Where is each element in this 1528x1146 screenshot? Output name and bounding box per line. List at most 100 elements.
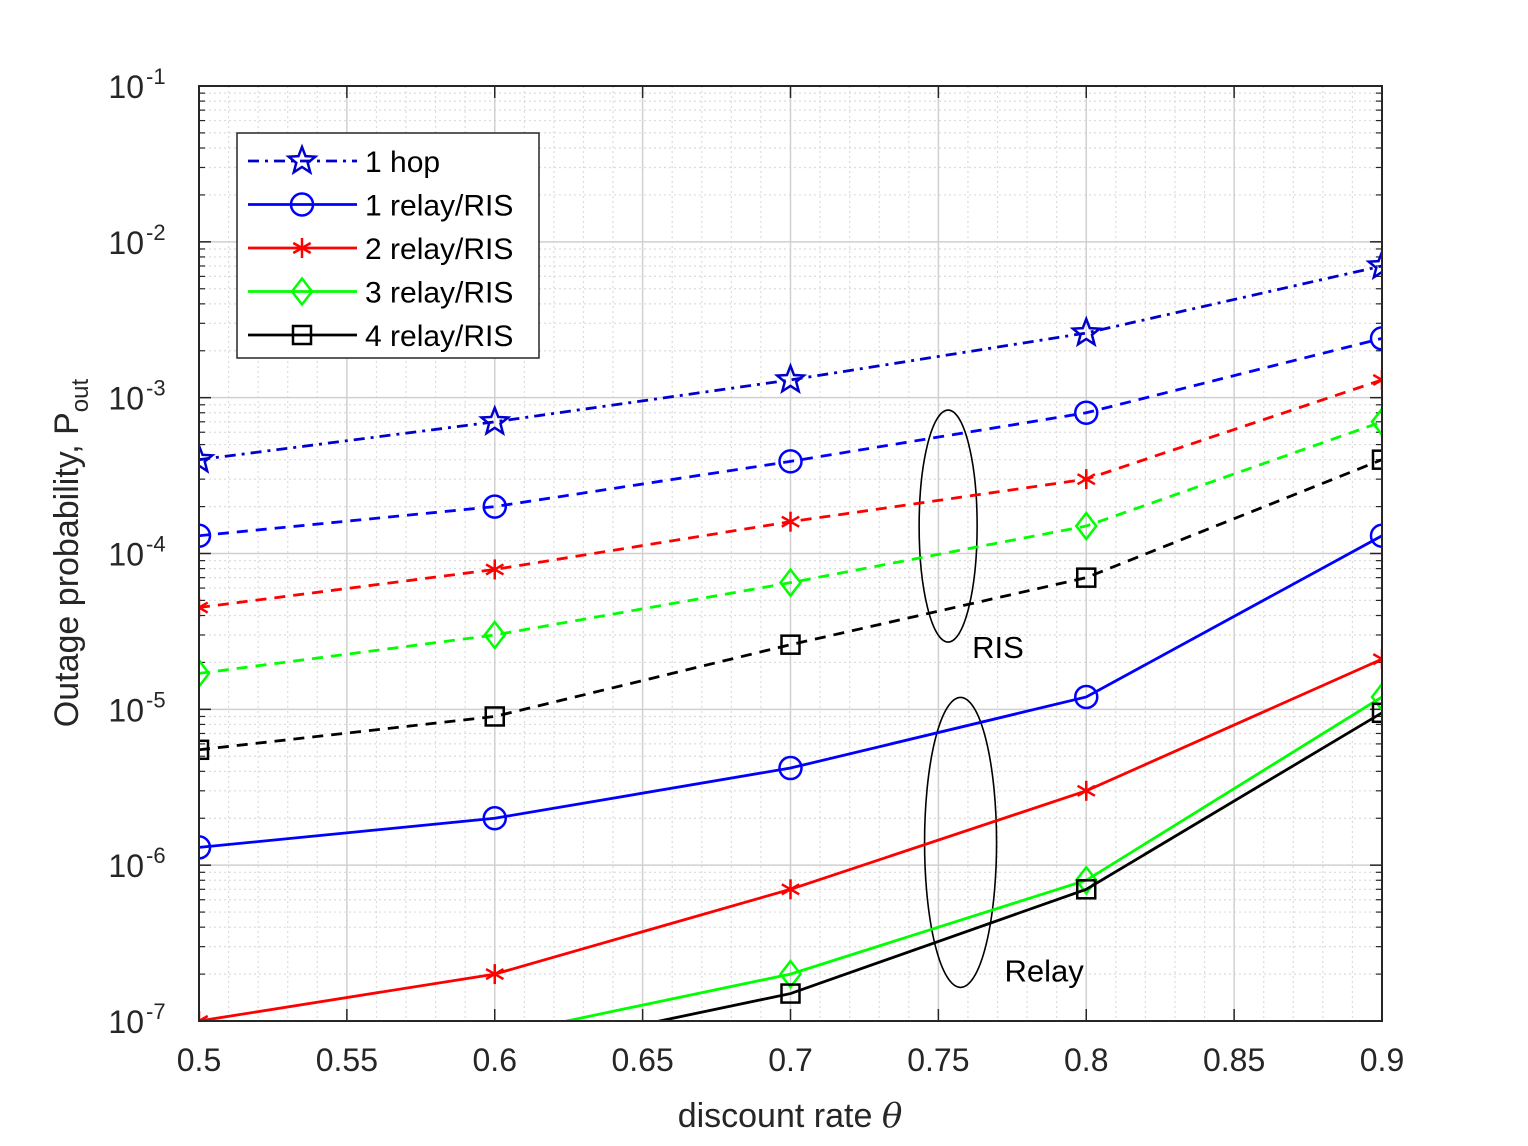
x-tick-label: 0.7	[768, 1042, 812, 1078]
data-point-marker	[780, 634, 801, 655]
y-tick-base: 10	[108, 848, 144, 884]
legend-label: 3 relay/RIS	[365, 277, 513, 310]
data-point-marker	[773, 362, 808, 395]
y-tick-exponent: -5	[146, 687, 166, 712]
legend-entry: 4 relay/RIS	[248, 320, 513, 353]
x-axis-label-text: discount rate	[678, 1097, 873, 1135]
data-point-marker	[1369, 523, 1382, 548]
y-tick-base: 10	[108, 692, 144, 728]
data-point-marker	[1369, 326, 1382, 351]
series-1-hop-1-hop	[199, 248, 1382, 474]
series-ris-1-relay-ris	[199, 326, 1382, 548]
data-point-marker	[199, 658, 211, 689]
axes-frame	[198, 85, 1383, 1022]
series-ris-2-relay-ris	[199, 369, 1382, 618]
data-point-marker	[1372, 649, 1382, 670]
legend-entry: 3 relay/RIS	[248, 276, 513, 310]
data-point-marker	[199, 739, 210, 761]
data-point-marker	[1371, 702, 1382, 724]
y-tick-exponent: -7	[146, 999, 166, 1024]
data-point-marker	[1365, 248, 1382, 281]
y-tick-label: 10	[108, 692, 144, 728]
data-point-marker	[1076, 469, 1096, 490]
data-point-marker	[483, 619, 507, 651]
y-tick-exponent: -3	[146, 376, 166, 401]
y-tick-label: 10	[108, 1004, 144, 1040]
data-point-marker	[478, 404, 512, 436]
y-tick-exponent: -2	[146, 220, 166, 245]
y-axis-label-subscript: out	[67, 378, 94, 412]
y-axis-label-text: Outage probability, P	[48, 412, 86, 727]
x-tick-label: 0.65	[611, 1042, 673, 1078]
data-point-marker	[1370, 406, 1382, 437]
data-point-marker	[1074, 511, 1098, 542]
data-point-marker	[1074, 400, 1099, 426]
legend-entry: 2 relay/RIS	[248, 233, 513, 266]
x-tick-labels: 0.5 0.55 0.6 0.65 0.7 0.75 0.8 0.85 0.9	[177, 1042, 1404, 1078]
data-point-marker	[199, 523, 212, 548]
data-point-marker	[485, 964, 505, 985]
y-tick-label: 10	[108, 225, 144, 261]
series-line	[559, 695, 1382, 1021]
data-point-marker	[1074, 865, 1098, 896]
data-point-marker	[199, 835, 212, 860]
legend-entry: 1 hop	[248, 143, 440, 179]
series-line	[199, 420, 1382, 675]
x-tick-label: 0.9	[1360, 1042, 1404, 1078]
legend: 1 hop 1 relay/RIS 2 relay/RIS 3 relay/RIS 4 …	[236, 132, 540, 359]
series-relay-4-relay-ris	[652, 702, 1382, 1021]
x-tick-label: 0.6	[473, 1042, 517, 1078]
y-tick-base: 10	[108, 1004, 144, 1040]
data-point-marker	[199, 442, 216, 474]
legend-box	[236, 132, 540, 359]
series-line	[199, 534, 1382, 849]
y-tick-labels: 10-710-610-510-410-310-210-1	[108, 64, 165, 1040]
data-point-marker	[199, 1011, 209, 1021]
y-tick-label: 10	[108, 69, 144, 105]
annotation-ellipse-relay	[923, 696, 998, 989]
annotation-labels: RIS Relay	[972, 630, 1084, 988]
y-axis-label: Outage probability, Pout	[48, 378, 94, 727]
data-point-marker	[1370, 681, 1382, 713]
data-point-marker	[1076, 780, 1096, 801]
data-point-marker	[780, 983, 801, 1004]
data-point-marker	[781, 879, 800, 900]
legend-marker	[290, 276, 314, 307]
data-point-marker	[199, 597, 209, 618]
data-point-marker	[778, 959, 803, 990]
series-line	[199, 337, 1382, 538]
annotation-ellipse-ris	[918, 409, 978, 643]
y-tick-exponent: -1	[146, 64, 166, 89]
data-point-marker	[1069, 315, 1103, 348]
y-tick-base: 10	[108, 225, 144, 261]
data-point-marker	[485, 559, 505, 580]
series-relay-1-relay-ris	[199, 523, 1382, 860]
annotation-label-ris: RIS	[972, 630, 1024, 665]
legend-marker	[292, 238, 312, 258]
legend-entry: 1 relay/RIS	[248, 190, 513, 223]
legend-marker	[285, 143, 319, 176]
x-axis-theta-symbol: θ	[882, 1096, 902, 1136]
y-tick-label: 10	[108, 381, 144, 417]
x-tick-label: 0.85	[1203, 1042, 1265, 1078]
axes-box	[198, 85, 1383, 1022]
data-point-marker	[1076, 567, 1097, 588]
series-layer	[199, 248, 1382, 1021]
y-tick-base: 10	[108, 381, 144, 417]
annotation-shapes	[918, 409, 998, 989]
legend-label: 1 hop	[365, 146, 440, 179]
y-tick-label: 10	[108, 848, 144, 884]
legend-marker	[291, 324, 313, 346]
data-point-marker	[1372, 369, 1382, 390]
axis-labels: discount rate θ Outage probability, Pout	[48, 378, 902, 1136]
series-line	[199, 264, 1382, 462]
x-tick-label: 0.8	[1064, 1042, 1108, 1078]
x-tick-label: 0.5	[177, 1042, 221, 1078]
legend-marker	[289, 192, 315, 217]
data-point-marker	[778, 449, 803, 474]
y-tick-base: 10	[108, 537, 144, 573]
data-point-marker	[778, 567, 803, 598]
y-tick-base: 10	[108, 69, 144, 105]
series-relay-2-relay-ris	[199, 649, 1382, 1021]
